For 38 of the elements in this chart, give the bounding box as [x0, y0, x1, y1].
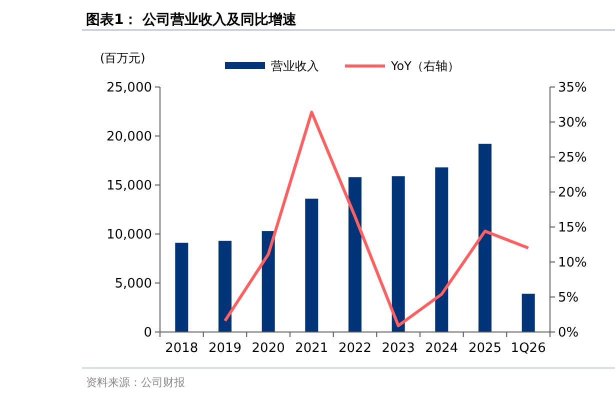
y2-tick-label: 15% — [558, 220, 587, 236]
y2-tick-label: 0% — [558, 326, 579, 341]
bar — [218, 240, 232, 332]
legend-label: YoY（右轴） — [390, 59, 460, 74]
y2-tick-label: 30% — [558, 116, 587, 131]
bar — [175, 242, 188, 332]
x-tick-label: 2019 — [208, 341, 242, 356]
chart-title: 图表1： 公司营业收入及同比增速 — [86, 12, 298, 28]
bar — [435, 167, 448, 332]
line-series — [224, 110, 530, 328]
x-tick-label: 2022 — [338, 341, 372, 356]
x-tick-label: 2023 — [382, 341, 415, 356]
legend-label: 营业收入 — [271, 59, 319, 74]
x-tick-label: 2021 — [295, 341, 328, 356]
bar — [348, 177, 362, 332]
bar — [522, 294, 535, 332]
y-tick-label: 25,000 — [106, 80, 152, 96]
x-tick-label: 2025 — [468, 341, 502, 356]
y2-tick-label: 35% — [558, 80, 587, 96]
y2-tick-label: 5% — [558, 290, 579, 306]
text: 资料来源：公司财报 — [86, 376, 185, 389]
y-tick-label: 0 — [144, 326, 152, 341]
bar — [392, 176, 405, 332]
y-tick-label: 20,000 — [106, 130, 152, 145]
bar — [478, 144, 492, 332]
x-tick-label: 2020 — [252, 341, 285, 356]
x-tick-label: 2018 — [165, 341, 198, 356]
y2-tick-label: 25% — [558, 150, 587, 166]
y-tick-label: 5,000 — [114, 276, 152, 292]
bar — [305, 198, 318, 332]
y2-tick-label: 20% — [558, 186, 587, 201]
x-tick-label: 2024 — [425, 341, 458, 356]
x-tick-label: 1Q26 — [510, 341, 546, 356]
y-tick-label: 15,000 — [106, 178, 152, 194]
bar — [262, 231, 275, 332]
y-tick-label: 10,000 — [106, 228, 152, 243]
y-axis-title: (百万元) — [100, 51, 146, 65]
y2-tick-label: 10% — [558, 256, 587, 271]
